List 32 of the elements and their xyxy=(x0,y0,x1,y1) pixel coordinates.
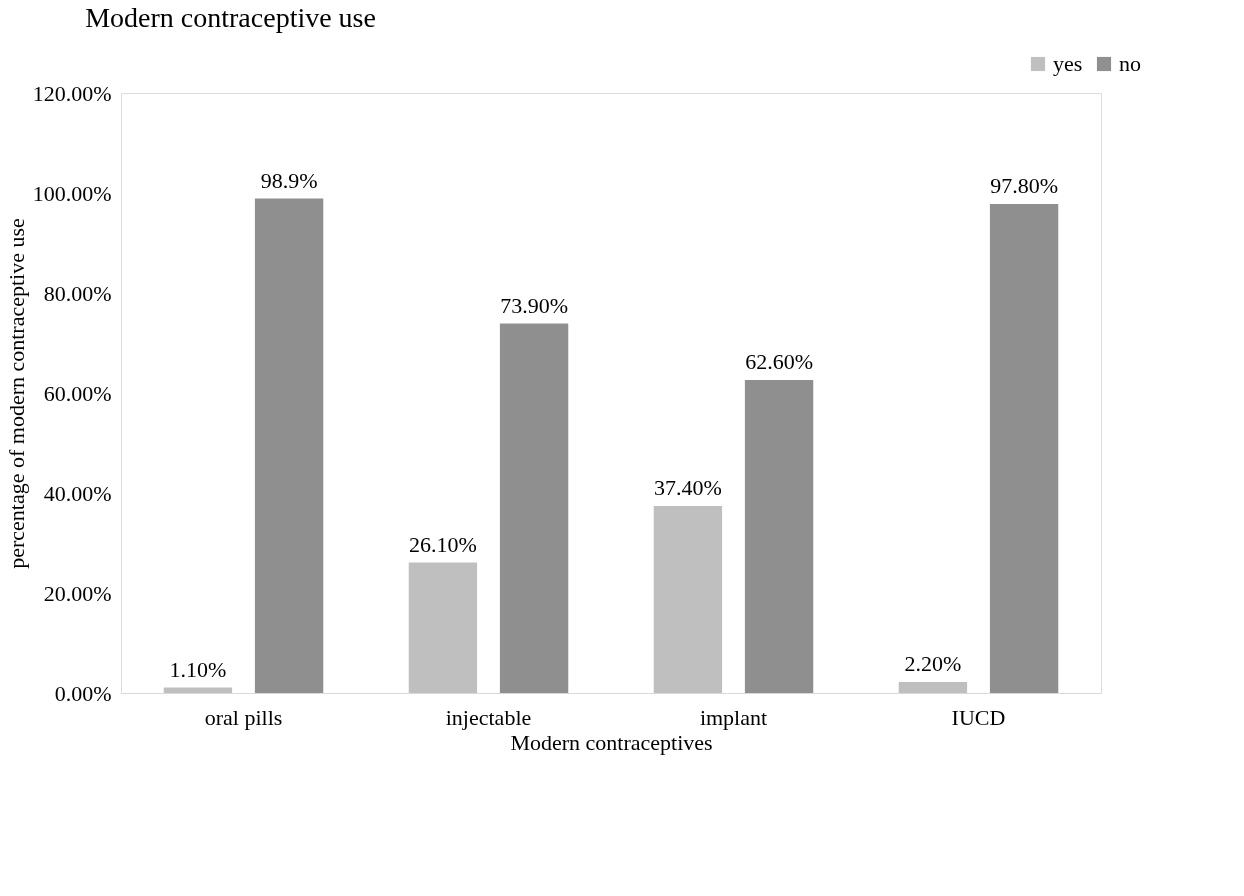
data-label: 62.60% xyxy=(745,349,813,374)
chart-title: Modern contraceptive use xyxy=(85,2,376,33)
data-label: 73.90% xyxy=(500,292,568,318)
x-axis-title: Modern contraceptives xyxy=(510,729,713,755)
y-tick-label: 80.00% xyxy=(43,280,112,306)
y-tick-label: 20.00% xyxy=(43,580,112,606)
y-tick-label: 120.00% xyxy=(32,80,112,106)
bar xyxy=(408,562,478,693)
y-tick-label: 100.00% xyxy=(32,180,112,206)
bar xyxy=(254,198,324,693)
bar xyxy=(499,323,569,693)
bar xyxy=(989,204,1059,693)
y-tick-label: 40.00% xyxy=(43,480,112,506)
data-label: 98.9% xyxy=(260,167,318,193)
data-label: 1.10% xyxy=(169,656,227,682)
bar xyxy=(744,380,814,693)
legend-label: no xyxy=(1119,51,1141,76)
data-label: 26.10% xyxy=(409,531,477,557)
x-tick-label: injectable xyxy=(445,704,532,730)
x-tick-label: IUCD xyxy=(951,704,1006,730)
data-label: 2.20% xyxy=(904,651,962,676)
bar xyxy=(898,682,968,693)
bar xyxy=(163,687,233,693)
y-tick-label: 0.00% xyxy=(54,680,112,706)
legend-label: yes xyxy=(1053,51,1083,76)
data-label: 97.80% xyxy=(990,173,1058,198)
data-label: 37.40% xyxy=(654,475,722,500)
x-tick-label: oral pills xyxy=(204,704,283,730)
y-tick-label: 60.00% xyxy=(43,380,112,406)
y-axis-title: percentage of modern contraceptive use xyxy=(3,218,29,569)
bar xyxy=(653,506,723,693)
x-tick-label: implant xyxy=(699,704,768,730)
